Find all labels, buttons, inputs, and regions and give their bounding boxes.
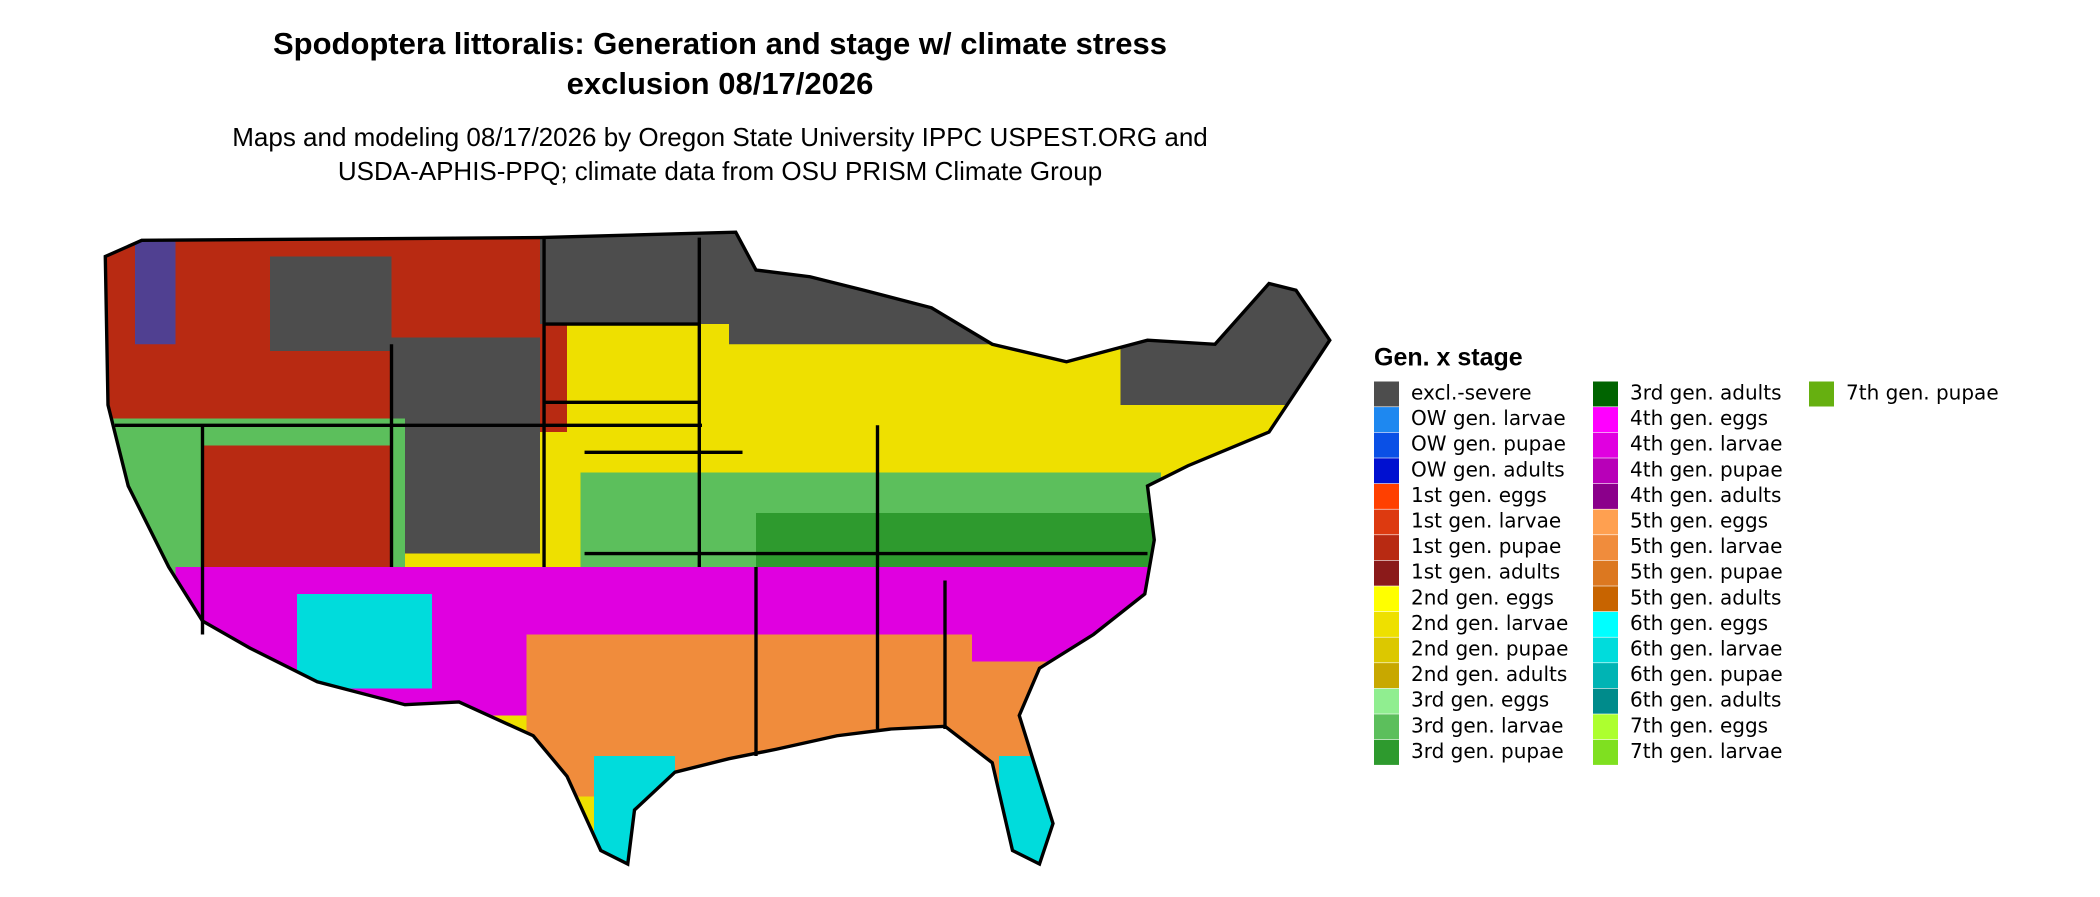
legend-swatch: [1593, 432, 1618, 458]
legend-label: 3rd gen. eggs: [1411, 688, 1549, 712]
legend-label: OW gen. pupae: [1411, 432, 1566, 456]
legend-label: 5th gen. eggs: [1630, 509, 1768, 533]
legend-swatch: [1593, 407, 1618, 433]
legend-swatch: [1593, 714, 1618, 740]
legend-label: 5th gen. larvae: [1630, 534, 1782, 558]
legend-swatch: [1593, 637, 1618, 663]
legend-label: 1st gen. larvae: [1411, 509, 1561, 533]
legend-label: 7th gen. pupae: [1846, 381, 1999, 405]
legend-swatch: [1593, 688, 1618, 714]
legend-label: 4th gen. pupae: [1630, 457, 1783, 481]
legend-swatch: [1374, 739, 1399, 765]
legend-swatch: [1593, 560, 1618, 586]
legend-label: OW gen. adults: [1411, 457, 1565, 481]
legend-label: excl.-severe: [1411, 381, 1532, 405]
legend-label: 6th gen. pupae: [1630, 662, 1783, 686]
legend-label: 3rd gen. larvae: [1411, 713, 1563, 737]
legend-swatch: [1374, 381, 1399, 407]
legend-swatch: [1374, 509, 1399, 535]
legend-swatch: [1374, 483, 1399, 509]
legend-label: 1st gen. eggs: [1411, 483, 1547, 507]
legend-label: 7th gen. eggs: [1630, 713, 1768, 737]
legend-swatch: [1593, 381, 1618, 407]
legend-swatch: [1809, 381, 1834, 407]
legend-swatch: [1374, 458, 1399, 484]
legend-label: 4th gen. larvae: [1630, 432, 1782, 456]
legend-swatch: [1374, 688, 1399, 714]
legend-label: 6th gen. larvae: [1630, 637, 1782, 661]
legend-swatch: [1374, 663, 1399, 689]
legend-swatch: [1374, 407, 1399, 433]
state-borders: [103, 230, 1332, 867]
legend-label: 2nd gen. adults: [1411, 662, 1567, 686]
legend-label: 3rd gen. pupae: [1411, 739, 1564, 763]
legend-label: 2nd gen. larvae: [1411, 611, 1568, 635]
legend-swatch: [1593, 483, 1618, 509]
legend-label: 6th gen. eggs: [1630, 611, 1768, 635]
legend-swatch: [1374, 714, 1399, 740]
legend-label: 5th gen. pupae: [1630, 560, 1783, 584]
legend-label: OW gen. larvae: [1411, 406, 1566, 430]
map: [103, 230, 1332, 867]
legend-label: 1st gen. pupae: [1411, 534, 1561, 558]
legend-label: 4th gen. adults: [1630, 483, 1781, 507]
legend-swatch: [1593, 739, 1618, 765]
subtitle: Maps and modeling 08/17/2026 by Oregon S…: [232, 122, 1208, 152]
legend-swatch: [1374, 560, 1399, 586]
legend-swatch: [1593, 535, 1618, 561]
title: exclusion 08/17/2026: [567, 66, 874, 101]
legend-title: Gen. x stage: [1374, 344, 1523, 372]
legend-swatch: [1593, 586, 1618, 612]
legend-swatch: [1593, 663, 1618, 689]
legend-swatch: [1374, 586, 1399, 612]
legend-swatch: [1593, 509, 1618, 535]
legend-label: 4th gen. eggs: [1630, 406, 1768, 430]
legend-swatch: [1374, 611, 1399, 637]
legend-label: 7th gen. larvae: [1630, 739, 1782, 763]
legend-label: 5th gen. adults: [1630, 585, 1781, 609]
legend-swatch: [1374, 432, 1399, 458]
legend-label: 3rd gen. adults: [1630, 381, 1781, 405]
legend-swatch: [1374, 637, 1399, 663]
legend-label: 6th gen. adults: [1630, 688, 1781, 712]
legend-label: 1st gen. adults: [1411, 560, 1560, 584]
title: Spodoptera littoralis: Generation and st…: [273, 26, 1167, 61]
legend-swatch: [1374, 535, 1399, 561]
legend-swatch: [1593, 458, 1618, 484]
legend-swatch: [1593, 611, 1618, 637]
legend-label: 2nd gen. pupae: [1411, 637, 1568, 661]
legend-label: 2nd gen. eggs: [1411, 585, 1554, 609]
subtitle: USDA-APHIS-PPQ; climate data from OSU PR…: [338, 156, 1102, 186]
